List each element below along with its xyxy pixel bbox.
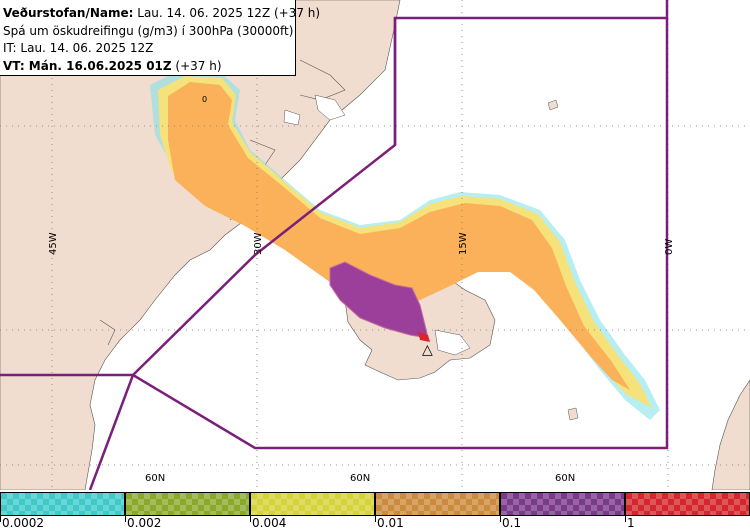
info-line-4: VT: Mán. 16.06.2025 01Z (+37 h) [3,58,295,76]
issue-time: IT: Lau. 14. 06. 2025 12Z [3,41,154,55]
issuer-value: Lau. 14. 06. 2025 12Z (+37 h) [133,6,321,20]
legend-swatch-6 [625,492,750,516]
valid-time: VT: Mán. 16.06.2025 01Z [3,58,172,73]
lon-label-30w: 30W [253,232,264,255]
concentration-legend: 0.0002 0.002 0.004 0.01 0.1 1 [0,490,750,532]
faroe-islands [547,99,559,111]
ash-layer-orange [168,82,630,390]
lat-label-60n-2: 60N [350,473,370,484]
legend-tick-6 [625,516,626,522]
forecast-description: Spá um öskudreifingu (g/m3) í 300hPa (30… [3,23,294,38]
legend-label-0.1: 0.1 [502,516,522,530]
legend-label-0.01: 0.01 [377,516,404,530]
legend-tick-4 [375,516,376,522]
lon-label-0w: 0W [664,239,675,255]
greenland-east-lake [314,94,346,121]
legend-swatch-3 [250,492,375,516]
legend-label-0.002: 0.002 [127,516,162,530]
contour-label: 0 [202,95,207,104]
legend-tick-1 [0,516,1,522]
fir-boundary [0,0,669,490]
small-island [567,407,579,421]
iceland-glacier [434,329,471,356]
legend-swatch-1 [0,492,125,516]
lat-label-60n-3: 60N [555,473,575,484]
issuer-label: Veðurstofan/Name: [3,6,134,20]
ash-layer-purple [329,261,429,339]
valid-time-offset: (+37 h) [171,58,222,73]
volcano-icon: △ [422,342,433,358]
greenland-east-coast-inlet [283,109,301,126]
info-line-1: Veðurstofan/Name: Lau. 14. 06. 2025 12Z … [3,5,320,23]
ash-layer-red [418,332,430,342]
legend-label-0.0002: 0.0002 [2,516,44,530]
lon-label-15w: 15W [458,232,469,255]
legend-label-0.004: 0.004 [252,516,287,530]
legend-swatch-5 [500,492,625,516]
lon-label-45w: 45W [48,232,59,255]
legend-tick-5 [500,516,501,522]
legend-swatch-4 [375,492,500,516]
lat-label-60n-1: 60N [145,473,165,484]
legend-tick-3 [250,516,251,522]
legend-label-1: 1 [627,516,635,530]
forecast-info-box: Veðurstofan/Name: Lau. 14. 06. 2025 12Z … [0,0,320,76]
legend-tick-2 [125,516,126,522]
ash-dispersion-map: 0 △ 45W 30W 15W 0W 60N 60N 60N [0,0,750,490]
greenland-fjords [99,59,346,346]
legend-swatch-2 [125,492,250,516]
greenland-landmass [0,0,401,490]
norway-coast [711,379,750,490]
